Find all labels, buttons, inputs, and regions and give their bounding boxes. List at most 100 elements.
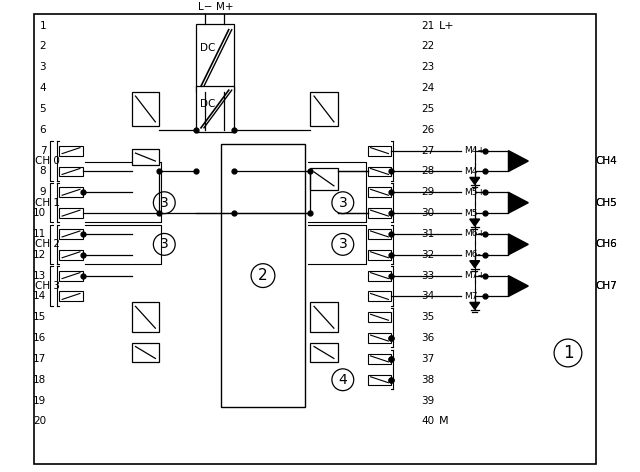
Bar <box>367 354 392 364</box>
Bar <box>310 92 338 126</box>
Text: M7-: M7- <box>464 292 481 301</box>
Bar <box>367 292 392 302</box>
Text: 2: 2 <box>40 42 46 51</box>
Bar <box>196 86 234 132</box>
Text: 40: 40 <box>421 416 435 426</box>
Text: 24: 24 <box>421 83 435 93</box>
Text: M5+: M5+ <box>464 188 485 197</box>
Bar <box>59 167 83 177</box>
Text: 17: 17 <box>33 354 46 364</box>
Text: 23: 23 <box>421 62 435 72</box>
Text: CH6: CH6 <box>596 239 618 249</box>
Text: CH7: CH7 <box>596 281 618 291</box>
Text: 8: 8 <box>40 167 46 177</box>
Bar <box>367 167 392 177</box>
Polygon shape <box>508 276 528 296</box>
Text: L−: L− <box>198 2 212 12</box>
Bar <box>367 333 392 343</box>
Text: 18: 18 <box>33 375 46 385</box>
Text: M5-: M5- <box>464 209 481 218</box>
Bar <box>367 187 392 197</box>
Text: 14: 14 <box>33 291 46 302</box>
Text: 4: 4 <box>339 373 347 387</box>
Text: CH4: CH4 <box>596 156 618 166</box>
Bar <box>310 303 338 332</box>
Text: 36: 36 <box>421 333 435 343</box>
Text: 2: 2 <box>258 268 268 283</box>
Text: CH4: CH4 <box>596 156 618 166</box>
Text: M4+: M4+ <box>464 146 484 155</box>
Bar <box>310 343 338 362</box>
Bar <box>367 312 392 322</box>
Text: 9: 9 <box>40 187 46 197</box>
Bar <box>35 14 596 464</box>
Text: 38: 38 <box>421 375 435 385</box>
Text: 3: 3 <box>339 237 347 252</box>
Bar <box>132 92 159 126</box>
Text: M4-: M4- <box>464 167 481 176</box>
Polygon shape <box>508 234 528 255</box>
Bar <box>367 229 392 239</box>
Text: 22: 22 <box>421 42 435 51</box>
Text: CH5: CH5 <box>596 198 618 208</box>
Text: 10: 10 <box>33 208 46 218</box>
Text: CH6: CH6 <box>596 239 618 249</box>
Bar <box>59 146 83 156</box>
Text: 21: 21 <box>421 21 435 31</box>
Text: 37: 37 <box>421 354 435 364</box>
Text: CH 0: CH 0 <box>35 156 60 166</box>
Bar <box>367 250 392 260</box>
Bar <box>132 343 159 362</box>
Polygon shape <box>508 151 528 171</box>
Text: 39: 39 <box>421 396 435 405</box>
Text: 35: 35 <box>421 312 435 322</box>
Polygon shape <box>470 219 480 226</box>
Text: 34: 34 <box>421 291 435 302</box>
Polygon shape <box>508 192 528 213</box>
Text: M: M <box>439 416 449 426</box>
Polygon shape <box>470 261 480 268</box>
Text: 16: 16 <box>33 333 46 343</box>
Text: CH7: CH7 <box>596 281 618 291</box>
Bar <box>367 270 392 280</box>
Text: CH 3: CH 3 <box>35 281 60 291</box>
Text: 20: 20 <box>33 416 46 426</box>
Text: 4: 4 <box>40 83 46 93</box>
Text: 1: 1 <box>563 344 573 362</box>
Text: L+: L+ <box>439 21 454 31</box>
Text: M6+: M6+ <box>464 229 485 238</box>
Text: 3: 3 <box>160 196 169 210</box>
Text: 3: 3 <box>160 237 169 252</box>
Text: 7: 7 <box>40 146 46 156</box>
Text: 30: 30 <box>421 208 435 218</box>
Text: 5: 5 <box>40 104 46 114</box>
Text: 1: 1 <box>40 21 46 31</box>
Text: CH 2: CH 2 <box>35 239 60 249</box>
Text: DC: DC <box>200 42 215 53</box>
Text: 25: 25 <box>421 104 435 114</box>
Text: 29: 29 <box>421 187 435 197</box>
Text: M6-: M6- <box>464 250 481 259</box>
Text: DC: DC <box>200 100 215 110</box>
Text: 15: 15 <box>33 312 46 322</box>
Text: 33: 33 <box>421 270 435 281</box>
Bar <box>367 375 392 385</box>
Bar <box>367 208 392 218</box>
Bar <box>310 168 338 190</box>
Text: 27: 27 <box>421 146 435 156</box>
Bar <box>59 208 83 218</box>
Bar <box>59 270 83 280</box>
Text: 28: 28 <box>421 167 435 177</box>
Bar <box>132 303 159 332</box>
Bar <box>221 144 305 407</box>
Polygon shape <box>470 303 480 309</box>
Text: 31: 31 <box>421 229 435 239</box>
Text: 12: 12 <box>33 250 46 260</box>
Text: 3: 3 <box>40 62 46 72</box>
Text: CH 1: CH 1 <box>35 198 60 208</box>
Text: 3: 3 <box>339 196 347 210</box>
Bar <box>59 292 83 302</box>
Bar <box>132 149 159 165</box>
Polygon shape <box>470 177 480 185</box>
Text: 19: 19 <box>33 396 46 405</box>
